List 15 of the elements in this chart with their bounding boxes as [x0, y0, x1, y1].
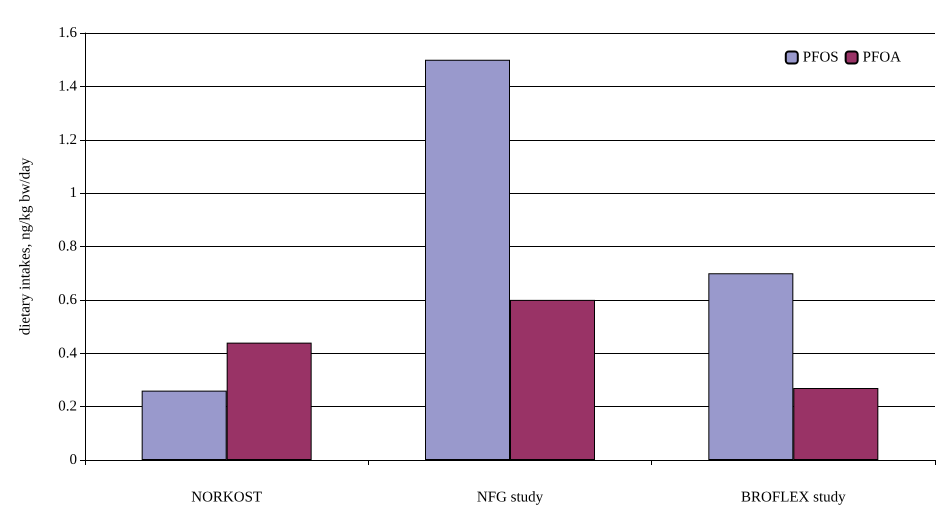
- y-tick-label: 0.4: [58, 345, 78, 362]
- y-tick-label: 1.6: [58, 25, 78, 41]
- y-tick-label: 0.8: [58, 238, 77, 254]
- legend-label: PFOA: [862, 50, 902, 66]
- y-axis-title: dietary intakes, ng/kg bw/day: [18, 157, 34, 336]
- y-tick-label: 0: [70, 452, 77, 468]
- y-tick-label: 0.6: [58, 292, 78, 308]
- y-tick-label: 1: [70, 185, 77, 202]
- y-tick-label: 1.2: [58, 132, 77, 148]
- x-tick-label: NFG study: [476, 490, 544, 506]
- y-tick-label: 0.2: [58, 398, 77, 415]
- y-tick-label: 1.4: [58, 78, 78, 94]
- legend-label: PFOS: [802, 50, 839, 66]
- x-tick-label: NORKOST: [191, 490, 262, 506]
- x-tick-label: BROFLEX study: [741, 490, 846, 506]
